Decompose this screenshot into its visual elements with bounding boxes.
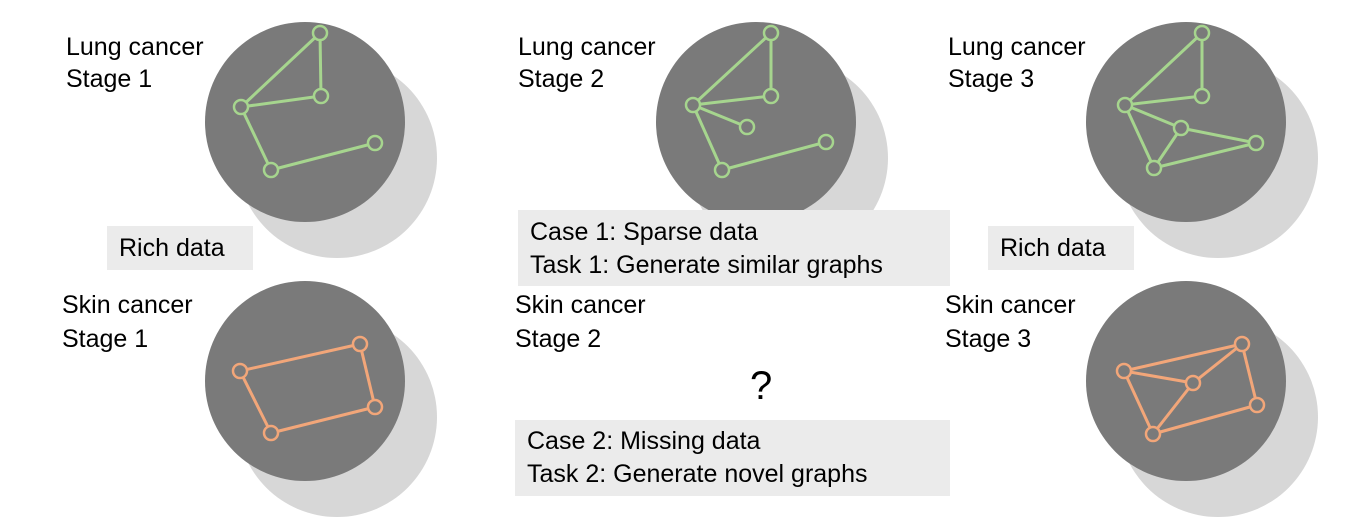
skin-stage3-title: Skin cancer <box>945 291 1076 319</box>
graph-circle <box>205 281 405 481</box>
rich-data-box-right: Rich data <box>988 226 1134 270</box>
graph-node <box>1247 134 1265 152</box>
graph-node <box>232 98 250 116</box>
graph-edge <box>239 94 323 109</box>
lung-stage3-title: Lung cancer <box>948 33 1086 61</box>
graph-node <box>1145 159 1163 177</box>
lung-stage2-title: Lung cancer <box>518 33 656 61</box>
skin-stage2-title: Skin cancer <box>515 291 646 319</box>
graph-edge <box>1122 369 1155 436</box>
graph-node <box>1184 374 1202 392</box>
graph-node <box>1116 96 1134 114</box>
graph-edge <box>1179 126 1258 145</box>
graph-node <box>713 161 731 179</box>
skin1-graph-panel <box>205 281 437 517</box>
graph-edge <box>1191 342 1244 385</box>
graph-node <box>1193 87 1211 105</box>
graph-edge <box>1151 381 1195 436</box>
case1-line: Case 1: Sparse data <box>530 218 758 246</box>
graph-edge <box>1122 369 1195 385</box>
graph-edge <box>239 31 322 109</box>
skin-stage1-title: Skin cancer <box>62 291 193 319</box>
case2-line: Case 2: Missing data <box>527 427 761 455</box>
graph-edge <box>1151 403 1259 436</box>
graph-node <box>762 87 780 105</box>
graph-node <box>1172 119 1190 137</box>
graph-edge <box>691 94 773 107</box>
lung-stage3-stage: Stage 3 <box>948 65 1035 93</box>
graph-circle <box>656 22 856 222</box>
graph-circle <box>205 22 405 222</box>
task1-line: Task 1: Generate similar graphs <box>530 251 883 279</box>
graph-node <box>262 161 280 179</box>
graph-edge <box>720 140 828 172</box>
graph-node <box>262 424 280 442</box>
graph-edge <box>1122 342 1244 373</box>
skin-stage1-stage: Stage 1 <box>62 325 149 353</box>
graph-node <box>1144 425 1162 443</box>
graph-node <box>366 398 384 416</box>
rich-data-box-left: Rich data <box>107 226 253 270</box>
rich-data-label: Rich data <box>1000 234 1106 262</box>
graph-edge <box>238 342 362 373</box>
graph-edge <box>269 405 377 435</box>
lung3-graph-panel <box>1086 22 1318 258</box>
graph-edge <box>691 103 724 172</box>
graph-node <box>231 362 249 380</box>
graph-node <box>738 118 756 136</box>
graph-node <box>684 96 702 114</box>
lung2-graph-panel <box>656 22 888 258</box>
graph-node <box>762 24 780 42</box>
graph-node <box>351 335 369 353</box>
lung-stage1-title: Lung cancer <box>66 33 204 61</box>
graph-node <box>1248 396 1266 414</box>
graph-edge <box>318 31 323 98</box>
graph-edge <box>358 342 377 409</box>
graph-node <box>1233 335 1251 353</box>
graph-edge <box>269 141 377 172</box>
graph-node <box>1115 362 1133 380</box>
graph-edge <box>1152 141 1258 170</box>
graph-edge <box>691 103 749 129</box>
skin-stage3-stage: Stage 3 <box>945 325 1032 353</box>
graph-node <box>1193 24 1211 42</box>
graph-node <box>366 134 384 152</box>
graph-edge <box>1123 103 1156 170</box>
graph-edge <box>1123 94 1204 107</box>
graph-node <box>312 87 330 105</box>
skin3-graph-panel <box>1086 281 1318 517</box>
graph-edge <box>1123 31 1204 107</box>
case1-box: Case 1: Sparse data Task 1: Generate sim… <box>518 210 950 286</box>
graph-node <box>817 133 835 151</box>
skin-stage2-stage: Stage 2 <box>515 325 602 353</box>
graph-edge <box>1240 342 1259 407</box>
rich-data-label: Rich data <box>119 234 225 262</box>
lung1-graph-panel <box>205 22 437 258</box>
case2-box: Case 2: Missing data Task 2: Generate no… <box>515 420 950 496</box>
task2-line: Task 2: Generate novel graphs <box>527 460 868 488</box>
graph-node <box>311 24 329 42</box>
lung-stage1-stage: Stage 1 <box>66 65 153 93</box>
graph-edge <box>239 105 273 172</box>
graph-edge <box>691 31 773 107</box>
graph-edge <box>238 369 273 435</box>
lung-stage2-stage: Stage 2 <box>518 65 605 93</box>
missing-question-mark: ? <box>750 364 773 408</box>
graph-edge <box>1123 103 1183 130</box>
